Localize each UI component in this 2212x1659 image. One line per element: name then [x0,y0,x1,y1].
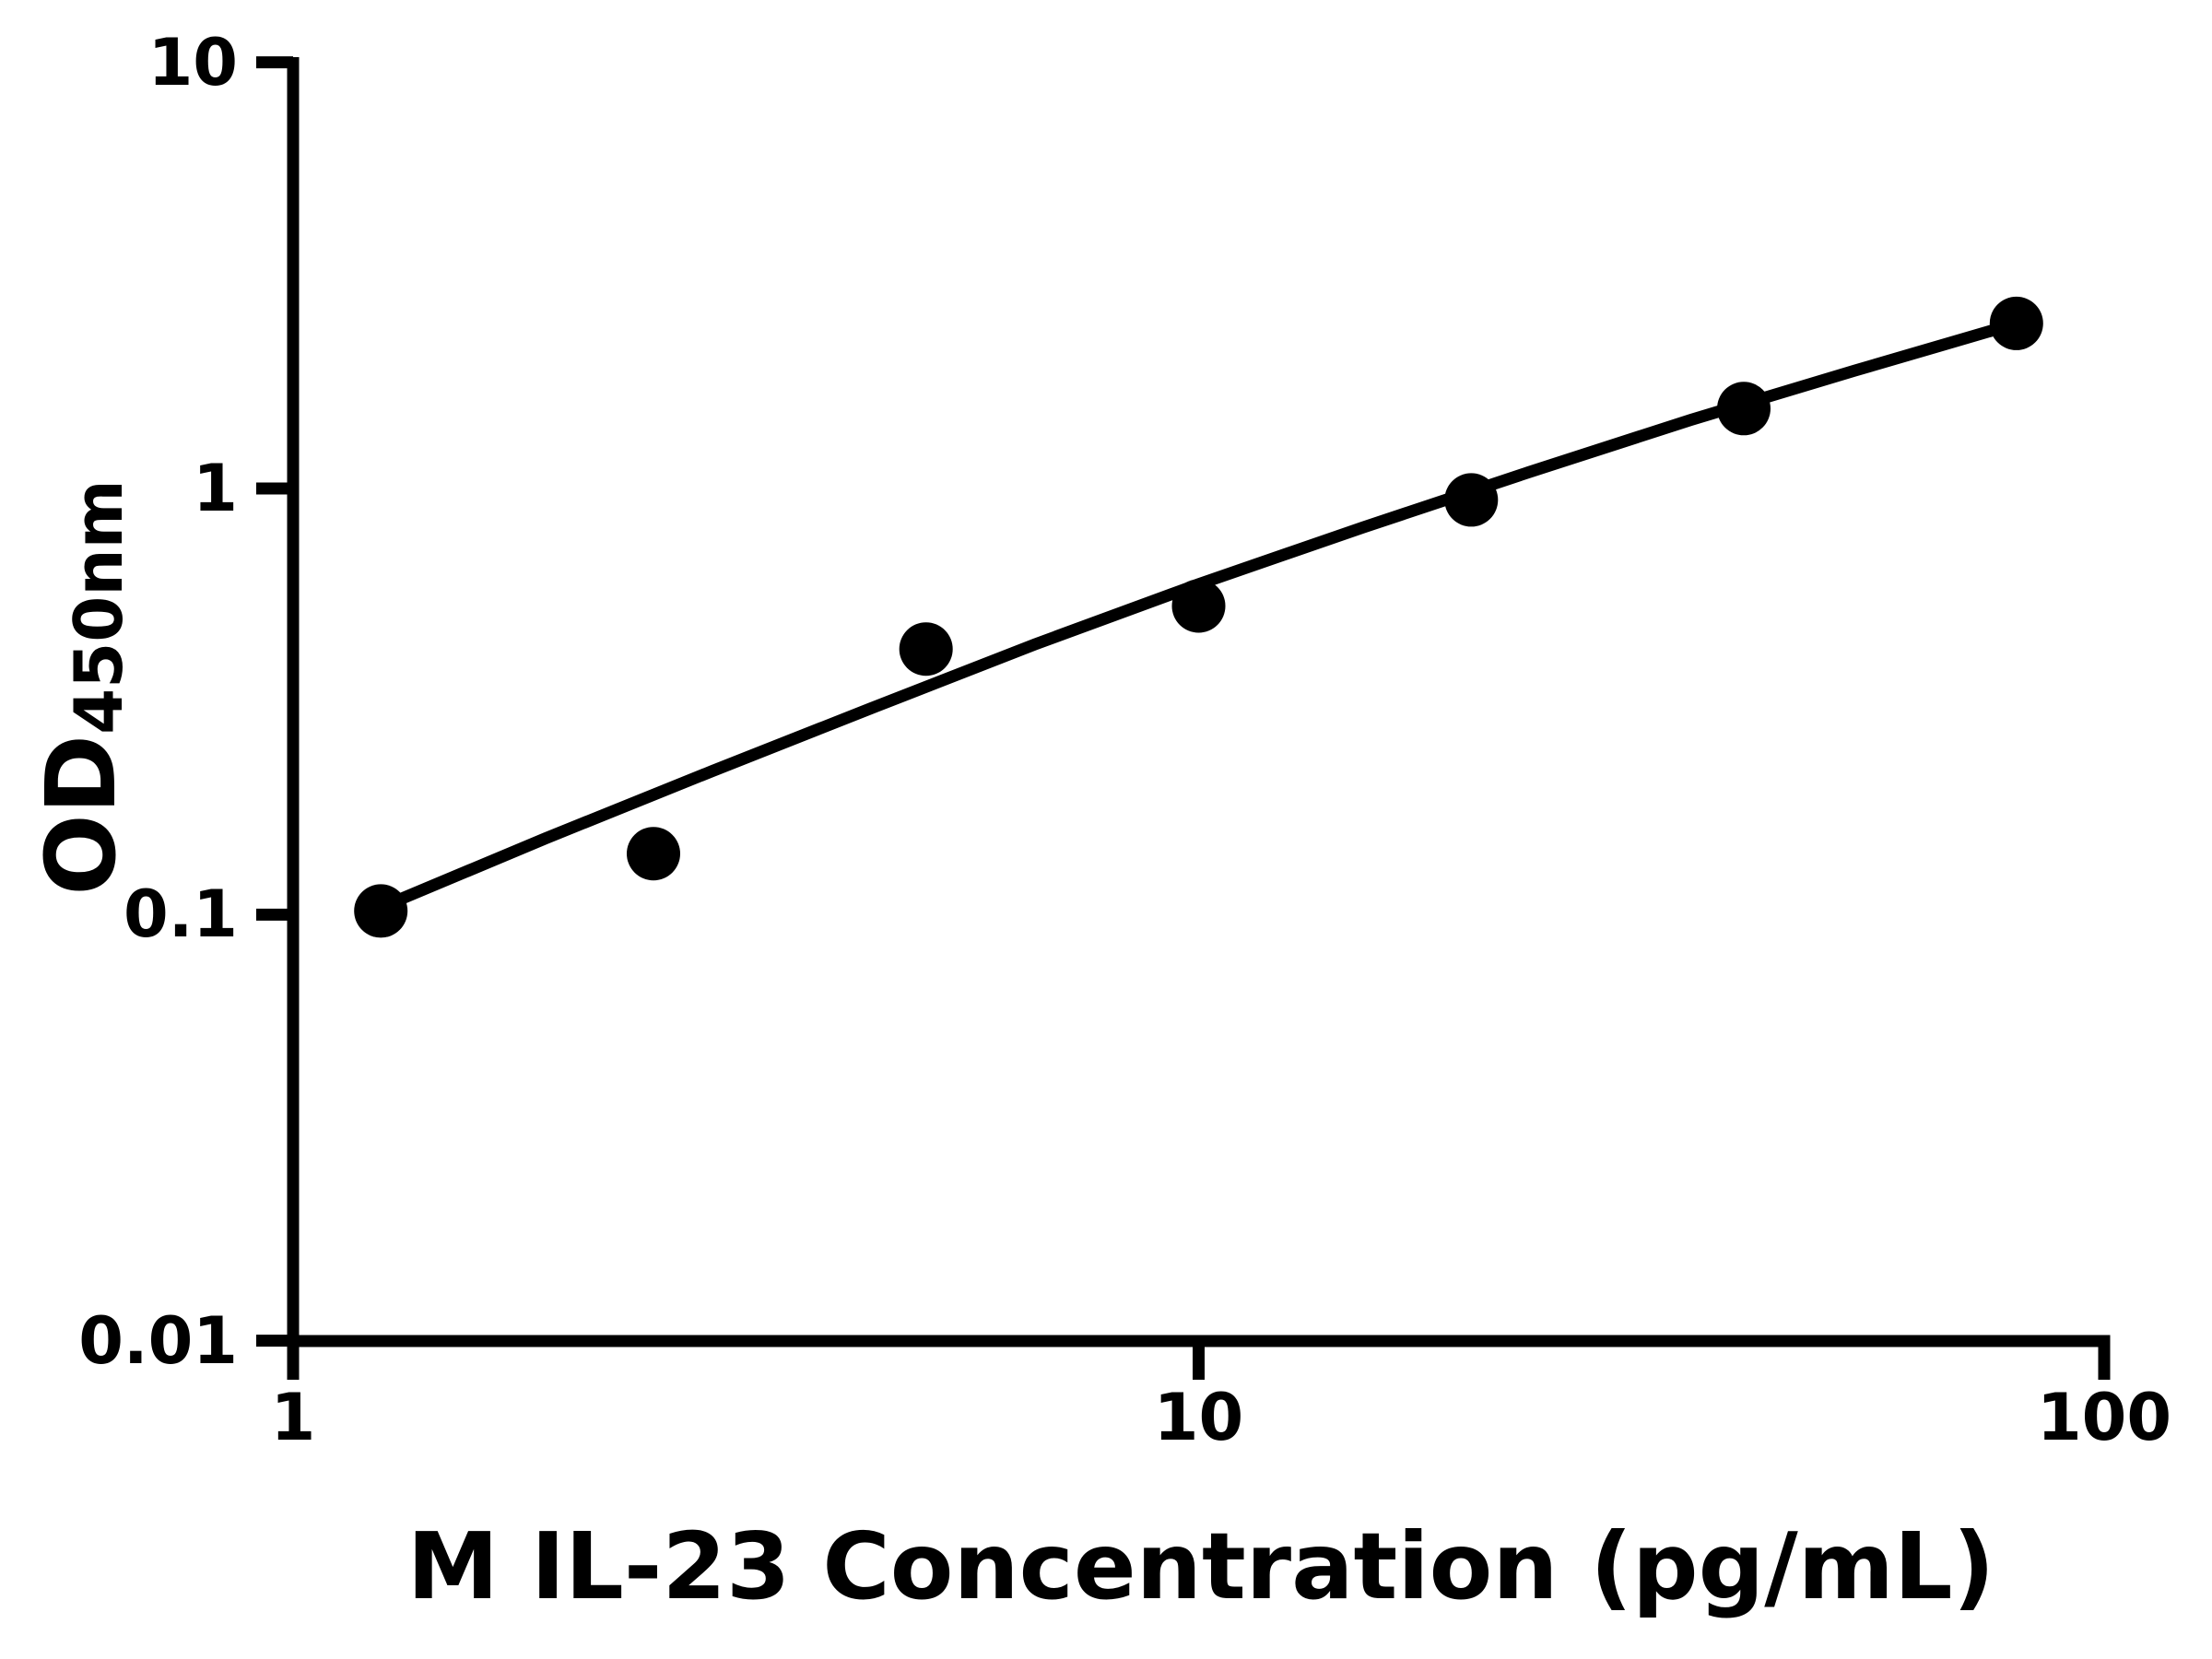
y-axis-title: OD 450nm [25,457,137,918]
data-point-marker [1444,473,1499,527]
y-axis-title-subscript: 450nm [60,479,137,735]
y-tick-label: 0.1 [123,877,238,953]
data-point-marker [627,827,680,881]
x-tick-label: 1 [270,1380,316,1455]
y-axis-title-main: OD [25,734,137,896]
x-axis-ticks [287,1341,2111,1380]
y-tick-label: 0.01 [78,1302,238,1379]
data-point-marker [1171,579,1226,633]
data-point-marker [1989,296,2043,350]
data-point-marker [899,622,953,677]
x-tick-label: 100 [2036,1380,2172,1455]
y-tick-label: 10 [147,24,238,100]
axis-lines [287,57,2111,1347]
data-point-marker [354,884,408,938]
data-point-markers [354,296,2043,938]
x-tick-label: 10 [1153,1380,1244,1455]
x-axis-title: M IL-23 Concentration (pg/mL) [406,1512,1995,1620]
y-tick-label: 1 [193,451,238,526]
data-point-marker [1717,382,1771,436]
y-axis-ticks [256,56,293,1347]
